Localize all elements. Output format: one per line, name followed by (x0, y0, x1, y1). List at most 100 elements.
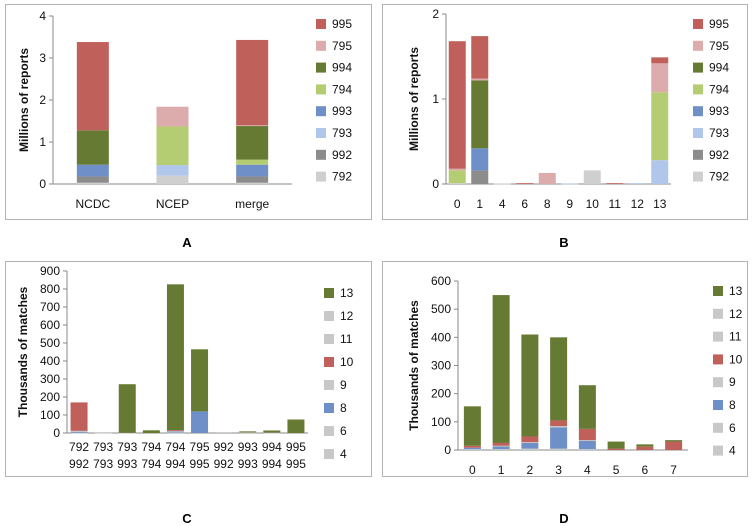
pa-bar-794-cat2 (236, 159, 269, 165)
pd-ytick-label: 500 (431, 302, 451, 316)
pb-legend-label-792: 792 (709, 170, 729, 184)
pd-bar-13-cat7 (665, 440, 683, 442)
pb-bar-993-cat1 (471, 148, 489, 171)
pa-legend-label-792: 792 (332, 170, 352, 184)
pc-legend-swatch-8 (324, 403, 334, 413)
pc-xtick-label: 995 (190, 457, 210, 471)
pb-bar-793-cat8 (628, 183, 646, 184)
pa-bar-792-cat1 (156, 175, 189, 184)
pa-xtick-label: NCDC (75, 197, 110, 211)
pc-xtick-label: 994 (262, 457, 282, 471)
pb-bar-995-cat9 (651, 57, 669, 64)
pc-xtick-label: 995 (286, 457, 306, 471)
pc-xtick-label: 995 (286, 440, 306, 454)
pc-xtick-label: 992 (214, 457, 234, 471)
pa-bar-994-cat0 (76, 130, 109, 165)
pb-legend-label-795: 795 (709, 39, 729, 53)
pd-bar-9-cat2 (521, 442, 539, 443)
pd-bar-13-cat0 (463, 406, 481, 446)
pd-bar-10-cat7 (665, 441, 683, 450)
pc-bar-9-cat7 (239, 432, 257, 434)
pc-bar-9-cat1 (94, 432, 112, 434)
pd-legend-label-6: 6 (729, 421, 736, 435)
pc-xtick-label: 793 (93, 457, 113, 471)
pd-bar-13-cat1 (492, 295, 510, 443)
pa-ytick-label: 1 (39, 135, 46, 149)
pc-bar-9-cat4 (166, 430, 184, 432)
pd-xtick-label: 3 (555, 463, 562, 477)
pc-xtick-label: 993 (238, 457, 258, 471)
pa-xtick-label: NCEP (156, 197, 189, 211)
pd-legend-label-12: 12 (729, 307, 743, 321)
pb-bar-795-cat4 (538, 172, 556, 184)
pb-bar-794-cat0 (448, 170, 466, 184)
pd-legend-swatch-6 (713, 422, 723, 433)
pb-legend-label-793: 793 (709, 126, 729, 140)
pb-legend-label-794: 794 (709, 82, 729, 96)
pb-legend-swatch-993 (693, 106, 703, 117)
pb-legend-label-995: 995 (709, 17, 729, 31)
pd-legend-label-4: 4 (729, 444, 736, 458)
pa-bar-793-cat1 (156, 165, 189, 176)
pa-ytick-label: 2 (39, 93, 46, 107)
pb-bar-793-cat9 (651, 160, 669, 184)
pb-bar-795-cat0 (448, 168, 466, 171)
pd-bar-13-cat5 (607, 441, 625, 449)
pc-xtick-label: 793 (117, 440, 137, 454)
pc-bar-13-cat5 (191, 349, 209, 412)
pc-xtick-label: 993 (238, 440, 258, 454)
pb-xtick-label: 13 (653, 197, 667, 211)
pa-legend-label-793: 793 (332, 126, 352, 140)
pc-bar-13-cat7 (239, 431, 257, 433)
pd-bar-13-cat4 (578, 385, 596, 429)
pb-bar-794-cat9 (651, 92, 669, 161)
pd-legend-label-11: 11 (729, 330, 742, 344)
pc-legend-label-12: 12 (340, 309, 354, 323)
pd-bar-13-cat3 (550, 337, 568, 421)
pc-xtick-label: 992 (214, 440, 234, 454)
pd-xtick-label: 6 (642, 463, 649, 477)
pb-ylabel: Millions of reports (407, 47, 421, 151)
pd-legend-swatch-12 (713, 308, 723, 319)
pc-ytick-label: 900 (40, 264, 60, 278)
pd-ytick-label: 200 (431, 387, 451, 401)
pd-ylabel: Thousands of matches (407, 300, 421, 431)
pa-bar-795-cat2 (236, 125, 269, 127)
pd-bar-4-cat0 (463, 449, 481, 450)
pc-ytick-label: 600 (40, 318, 60, 332)
pd-bar-9-cat1 (492, 445, 510, 447)
pc-bar-13-cat4 (166, 284, 184, 431)
pc-bar-4-cat4 (166, 432, 184, 434)
pb-legend-label-993: 993 (709, 104, 729, 118)
pc-ytick-label: 0 (53, 426, 60, 440)
pc-ytick-label: 300 (40, 372, 60, 386)
pd-bar-9-cat3 (550, 426, 568, 428)
pa-legend-swatch-993 (316, 106, 326, 117)
pb-bar-995-cat7 (606, 183, 624, 184)
pd-xtick-label: 7 (670, 463, 677, 477)
pa-bar-992-cat2 (236, 176, 269, 183)
pc-xtick-label: 993 (117, 457, 137, 471)
pd-ytick-label: 400 (431, 330, 451, 344)
panel-label-b: B (559, 235, 569, 250)
pd-bar-10-cat3 (550, 420, 568, 427)
pb-bar-994-cat1 (471, 80, 489, 149)
pc-xtick-label: 794 (141, 440, 161, 454)
pb-xtick-label: 10 (586, 197, 600, 211)
pd-xtick-label: 5 (613, 463, 620, 477)
pc-legend-label-8: 8 (340, 401, 347, 415)
pc-bar-10-cat4 (166, 430, 184, 431)
pc-bar-12-cat6 (215, 432, 233, 433)
panel-label-a: A (182, 235, 192, 250)
pa-legend-swatch-795 (316, 40, 326, 51)
pb-xtick-label: 4 (499, 197, 506, 211)
pd-bar-13-cat6 (636, 444, 654, 447)
pb-xtick-label: 6 (521, 197, 528, 211)
pc-legend-label-10: 10 (340, 355, 354, 369)
pc-bar-13-cat8 (263, 430, 281, 433)
pc-xtick-label: 792 (69, 440, 89, 454)
pb-ytick-label: 0 (432, 177, 439, 191)
pc-legend-swatch-4 (324, 449, 334, 459)
pd-bar-10-cat2 (521, 436, 539, 443)
